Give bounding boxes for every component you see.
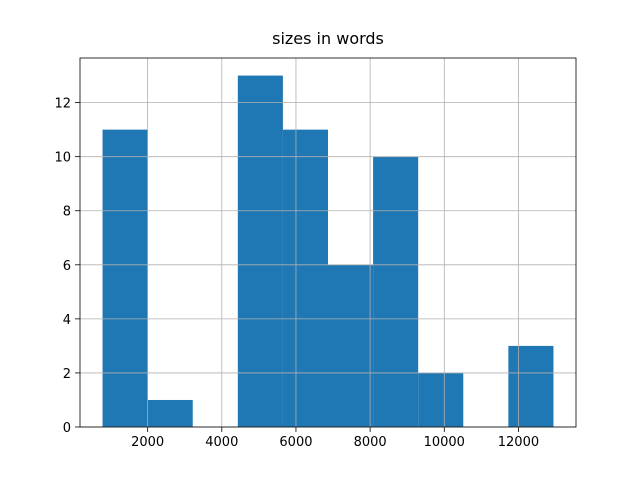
y-tick-label: 12 (54, 97, 71, 112)
bar (328, 264, 374, 427)
x-tick-label: 6000 (279, 435, 312, 450)
bar (508, 345, 554, 427)
y-tick-label: 4 (63, 313, 71, 328)
chart-title: sizes in words (272, 29, 384, 48)
bar (418, 372, 464, 427)
bar (147, 399, 193, 427)
bar (102, 129, 148, 427)
y-tick-label: 0 (63, 421, 71, 436)
x-tick-label: 12000 (498, 435, 539, 450)
y-tick-label: 10 (54, 151, 71, 166)
x-tick-label: 4000 (205, 435, 238, 450)
y-tick-label: 8 (63, 205, 71, 220)
x-tick-label: 8000 (354, 435, 387, 450)
y-tick-label: 2 (63, 367, 71, 382)
bar (282, 129, 328, 427)
y-tick-label: 6 (63, 259, 71, 274)
x-tick-label: 2000 (131, 435, 164, 450)
bar (237, 75, 283, 428)
axes-frame (79, 57, 577, 428)
x-tick-label: 10000 (424, 435, 465, 450)
bar (373, 156, 419, 427)
